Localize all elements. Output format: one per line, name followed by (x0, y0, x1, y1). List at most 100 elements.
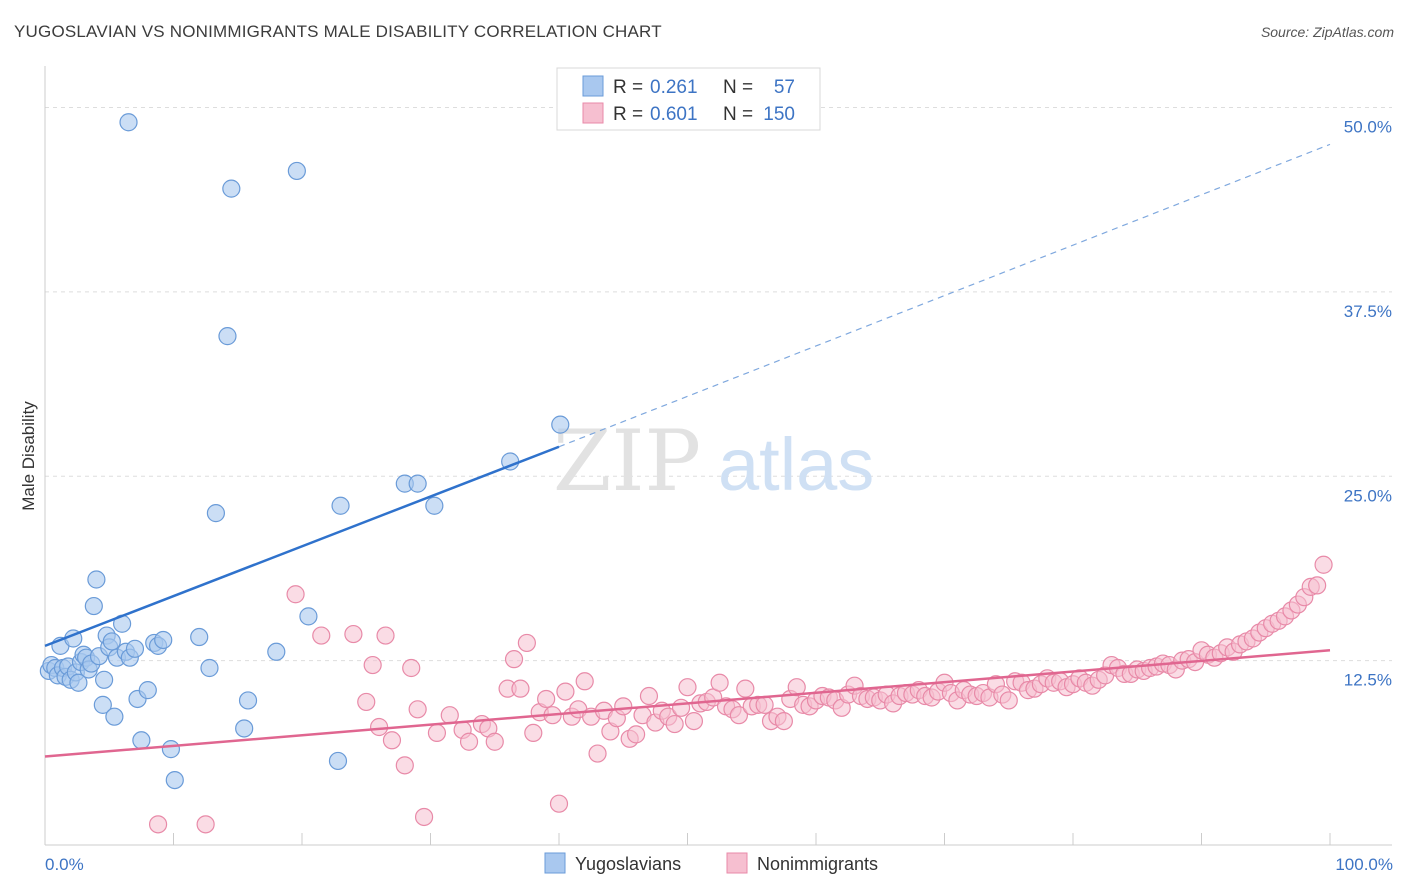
yugoslavians-point-42 (218, 327, 237, 346)
yugoslavians-points (39, 113, 570, 790)
chart-source: Source: ZipAtlas.com (1260, 24, 1394, 40)
yugoslavians-point-53 (425, 496, 444, 515)
nonimmigrants-point-11 (402, 658, 421, 678)
legend-n-value-2: 150 (763, 104, 795, 125)
trend-lines (44, 143, 1331, 758)
nonimmigrants-point-25 (524, 723, 543, 743)
nonimmigrants-point-5 (357, 692, 376, 712)
y-axis-label: Male Disability (19, 401, 38, 511)
yugoslavians-point-38 (165, 770, 184, 790)
nonimmigrants-point-49 (678, 678, 697, 697)
nonimmigrants-point-23 (511, 679, 530, 698)
yugoslavians-point-39 (190, 627, 209, 647)
nonimmigrants-points (148, 555, 1333, 834)
bottom-legend: Yugoslavians Nonimmigrants (544, 852, 878, 874)
yugoslavians-point-46 (267, 642, 286, 661)
yugoslavians-point-24 (102, 632, 121, 651)
nonimmigrants-point-48 (671, 698, 691, 717)
nonimmigrants-point-24 (517, 633, 536, 653)
yugoslavians-point-17 (84, 596, 103, 616)
nonimmigrants-point-17 (459, 732, 479, 751)
legend-r-value-1: 0.261 (650, 77, 698, 98)
y-tick-label-0: 12.5% (1344, 671, 1392, 690)
legend-n-label-1: N = (723, 77, 753, 98)
nonimmigrants-point-7 (370, 717, 389, 737)
yugoslavians-point-40 (200, 658, 219, 678)
legend-swatch-nonimmigrants (582, 102, 604, 124)
nonimmigrants-point-30 (556, 682, 575, 701)
nonimmigrants-point-43 (639, 686, 659, 706)
grid-lines (45, 107, 1392, 662)
nonimmigrants-point-57 (729, 706, 749, 725)
yugoslavians-point-20 (93, 695, 112, 714)
nonimmigrants-point-20 (485, 732, 504, 751)
yugoslavians-point-18 (87, 570, 106, 589)
yugoslavians-point-11 (69, 673, 88, 692)
nonimmigrants-point-15 (440, 706, 459, 725)
nonimmigrants-point-4 (344, 624, 363, 644)
yugoslavians-point-50 (331, 496, 350, 515)
nonimmigrants-point-35 (588, 744, 607, 763)
x-tick-label-1: 100.0% (1335, 855, 1393, 874)
nonimmigrants-point-1 (196, 815, 215, 834)
legend-r-label-2: R = (613, 104, 643, 125)
yugoslavians-point-55 (551, 415, 570, 434)
nonimmigrants-point-64 (774, 711, 793, 731)
nonimmigrants-point-0 (148, 815, 168, 834)
yugoslavians-point-44 (235, 719, 254, 738)
nonimmigrants-point-2 (286, 585, 305, 604)
nonimmigrants-point-29 (549, 794, 569, 813)
nonimmigrants-point-41 (626, 725, 646, 744)
yugoslavians-point-41 (206, 504, 226, 523)
legend-r-value-2: 0.601 (650, 104, 698, 125)
yugoslavians-point-30 (125, 639, 145, 658)
yugoslavians-point-25 (105, 707, 124, 726)
nonimmigrants-point-27 (537, 689, 556, 709)
nonimmigrants-point-3 (312, 626, 331, 645)
nonimmigrants-trend-line (44, 649, 1331, 758)
nonimmigrants-point-50 (684, 711, 704, 731)
bottom-legend-swatch-yugoslavians (544, 852, 566, 874)
nonimmigrants-point-33 (575, 672, 594, 691)
chart-title: YUGOSLAVIAN VS NONIMMIGRANTS MALE DISABI… (14, 22, 662, 41)
watermark-atlas: atlas (718, 423, 874, 506)
legend-n-value-1: 57 (774, 77, 795, 98)
nonimmigrants-point-10 (395, 756, 414, 775)
watermark: ZIP atlas (553, 412, 874, 510)
tick-labels: 12.5% 25.0% 37.5% 50.0% 0.0% 100.0% (45, 118, 1393, 875)
yugoslavians-point-37 (161, 740, 181, 759)
top-legend: R = 0.261 N = 57 R = 0.601 N = 150 (556, 67, 821, 131)
nonimmigrants-point-147 (1308, 576, 1327, 595)
yugoslavians-point-56 (119, 113, 138, 132)
yugoslavians-point-52 (408, 474, 427, 493)
nonimmigrants-point-39 (614, 697, 633, 716)
nonimmigrants-point-66 (787, 678, 806, 697)
nonimmigrants-point-58 (736, 679, 755, 698)
nonimmigrants-point-148 (1314, 555, 1333, 574)
legend-swatch-yugoslavians (582, 75, 604, 97)
legend-n-label-2: N = (723, 104, 753, 125)
nonimmigrants-point-9 (382, 731, 402, 750)
x-tick-label-0: 0.0% (45, 855, 84, 874)
nonimmigrants-point-99 (999, 691, 1018, 710)
y-tick-label-1: 25.0% (1344, 486, 1392, 505)
bottom-legend-nonimmigrants: Nonimmigrants (757, 854, 878, 874)
yugoslavians-trend-extension (558, 143, 1331, 448)
nonimmigrants-point-54 (710, 673, 729, 692)
legend-r-label-1: R = (613, 77, 643, 98)
nonimmigrants-point-8 (376, 626, 395, 645)
yugoslavians-point-43 (222, 179, 241, 198)
yugoslavians-point-45 (238, 691, 258, 710)
y-tick-label-3: 50.0% (1344, 118, 1392, 137)
yugoslavians-point-32 (132, 731, 151, 750)
yugoslavians-trend-line (44, 445, 560, 648)
bottom-legend-swatch-nonimmigrants (726, 852, 748, 874)
nonimmigrants-point-6 (363, 655, 382, 675)
yugoslavians-point-47 (287, 161, 306, 181)
y-tick-label-2: 37.5% (1344, 302, 1392, 321)
nonimmigrants-point-12 (408, 700, 427, 719)
bottom-legend-yugoslavians: Yugoslavians (575, 854, 681, 874)
nonimmigrants-point-22 (504, 650, 524, 669)
yugoslavians-point-33 (138, 681, 157, 700)
